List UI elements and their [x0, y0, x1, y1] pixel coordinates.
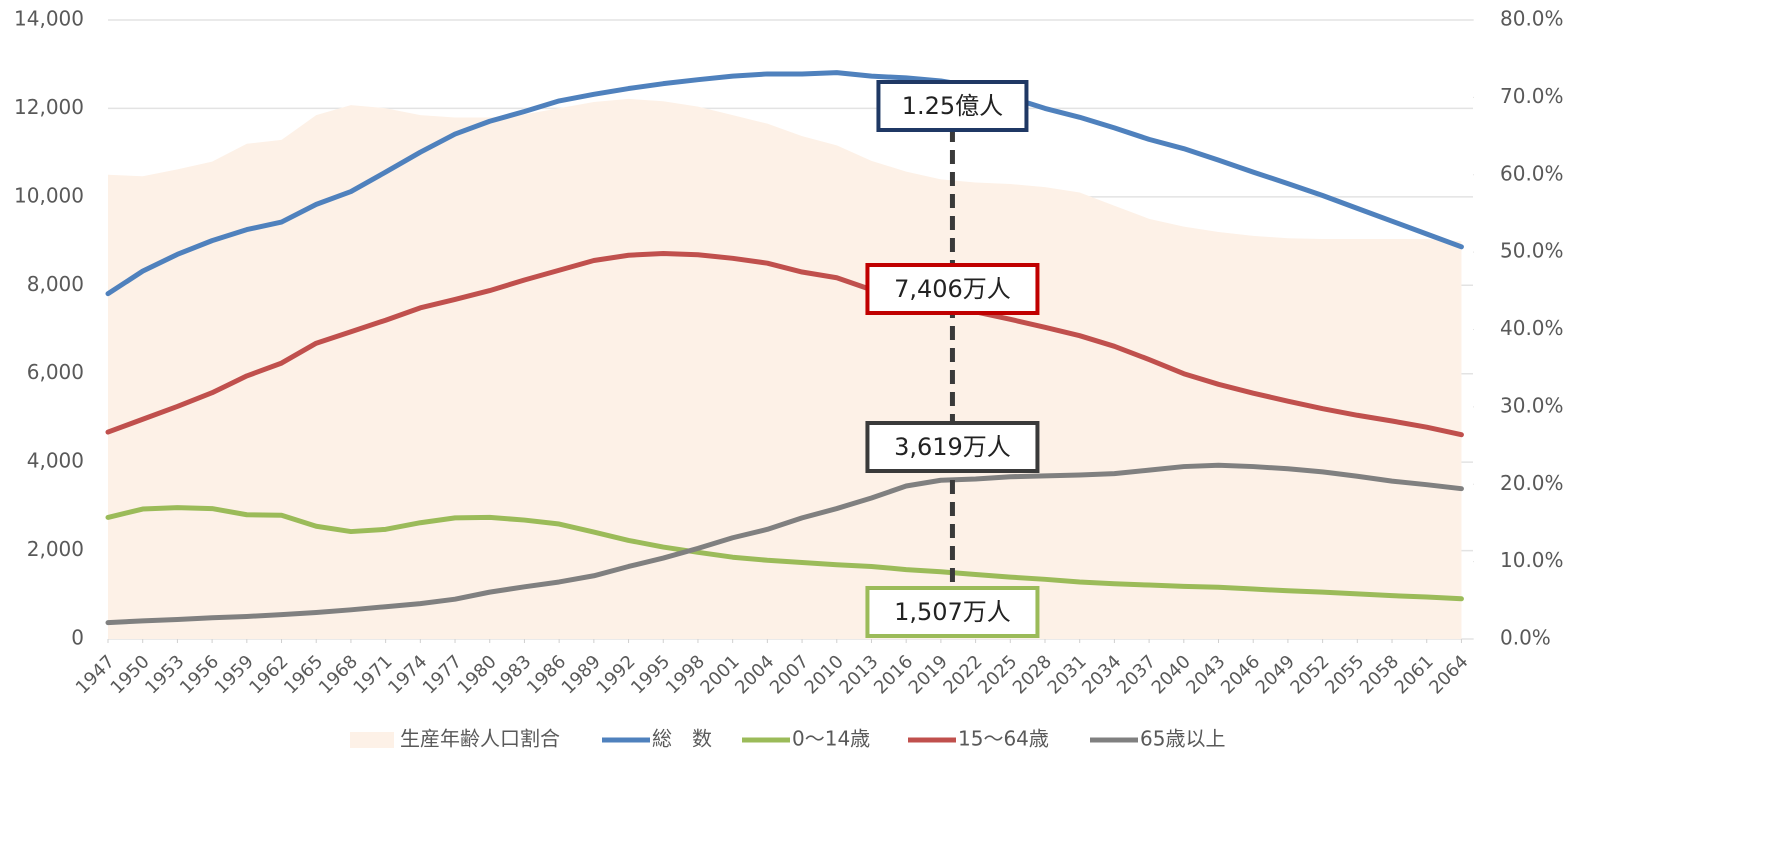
legend-swatch: [350, 732, 394, 748]
legend-label: 生産年齢人口割合: [400, 727, 560, 751]
x-tick-label: 2040: [1148, 651, 1195, 698]
x-tick-label: 1965: [280, 651, 327, 698]
x-tick-label: 1992: [592, 651, 639, 698]
line: [105, 505, 1464, 602]
y-tick-label: 4,000: [27, 449, 84, 473]
x-tick-label: 1998: [662, 651, 709, 698]
x-tick-label: 1980: [454, 651, 501, 698]
y-tick-label: 6,000: [27, 360, 84, 384]
annotation-box: [865, 421, 1040, 473]
x-tick-label: 2055: [1321, 651, 1368, 698]
y2-tick-label: 80.0%: [1500, 7, 1564, 31]
line: [105, 462, 1464, 626]
annotation-box: [865, 263, 1040, 315]
x-tick-label: 2004: [731, 651, 778, 698]
x-tick-label: 2010: [801, 651, 848, 698]
x-tick-label: 2016: [870, 651, 917, 698]
area: [108, 98, 1462, 640]
legend-label: 15〜64歳: [958, 727, 1049, 751]
x-tick-label: 2007: [766, 651, 813, 698]
annotation-text: 3,619万人: [894, 433, 1011, 461]
annotation-box: [876, 80, 1029, 132]
line: [105, 250, 1464, 438]
x-tick-label: 1989: [558, 651, 605, 698]
y-tick-label: 8,000: [27, 272, 84, 296]
x-tick-label: 1962: [245, 651, 292, 698]
x-tick-label: 2043: [1182, 651, 1229, 698]
x-tick-label: 2025: [974, 651, 1021, 698]
annotation-text: 7,406万人: [894, 275, 1011, 303]
x-tick-label: 2058: [1356, 651, 1403, 698]
legend-label: 総 数: [652, 727, 712, 751]
legend-label: 65歳以上: [1140, 727, 1225, 751]
x-tick-label: 1950: [107, 651, 154, 698]
line: [105, 70, 1464, 297]
x-tick-label: 1974: [384, 651, 431, 698]
y2-tick-label: 0.0%: [1500, 626, 1551, 650]
annotation-text: 1.25億人: [902, 92, 1003, 120]
y2-tick-label: 70.0%: [1500, 84, 1564, 108]
x-tick-label: 1947: [72, 651, 119, 698]
x-tick-label: 1956: [176, 651, 223, 698]
y2-tick-label: 30.0%: [1500, 393, 1564, 417]
y-tick-label: 14,000: [14, 7, 84, 31]
annotation-text: 1,507万人: [894, 598, 1011, 626]
legend-label: 0〜14歳: [792, 727, 870, 751]
y2-tick-label: 10.0%: [1500, 548, 1564, 572]
y-tick-label: 12,000: [14, 95, 84, 119]
y-tick-label: 2,000: [27, 537, 84, 561]
x-tick-label: 2034: [1078, 651, 1125, 698]
x-tick-label: 2013: [835, 651, 882, 698]
x-tick-label: 1986: [523, 651, 570, 698]
x-tick-label: 2052: [1286, 651, 1333, 698]
x-tick-label: 1953: [141, 651, 188, 698]
x-tick-label: 2019: [905, 651, 952, 698]
y2-tick-label: 20.0%: [1500, 471, 1564, 495]
x-tick-label: 2022: [939, 651, 986, 698]
x-tick-label: 2031: [1044, 651, 1091, 698]
x-tick-label: 2061: [1391, 651, 1438, 698]
y2-tick-label: 50.0%: [1500, 239, 1564, 263]
x-tick-label: 1968: [315, 651, 362, 698]
x-tick-label: 1983: [488, 651, 535, 698]
x-tick-label: 2001: [696, 651, 743, 698]
x-tick-label: 1971: [349, 651, 396, 698]
y-tick-label: 0: [71, 626, 84, 650]
y2-tick-label: 60.0%: [1500, 161, 1564, 185]
x-tick-label: 1959: [211, 651, 258, 698]
x-tick-label: 2049: [1252, 651, 1299, 698]
y2-tick-label: 40.0%: [1500, 316, 1564, 340]
x-tick-label: 2028: [1009, 651, 1056, 698]
x-tick-label: 2037: [1113, 651, 1160, 698]
x-tick-label: 2064: [1425, 651, 1472, 698]
y-tick-label: 10,000: [14, 183, 84, 207]
annotation-box: [865, 586, 1040, 638]
x-tick-label: 1995: [627, 651, 674, 698]
x-tick-label: 1977: [419, 651, 466, 698]
x-tick-label: 2046: [1217, 651, 1264, 698]
